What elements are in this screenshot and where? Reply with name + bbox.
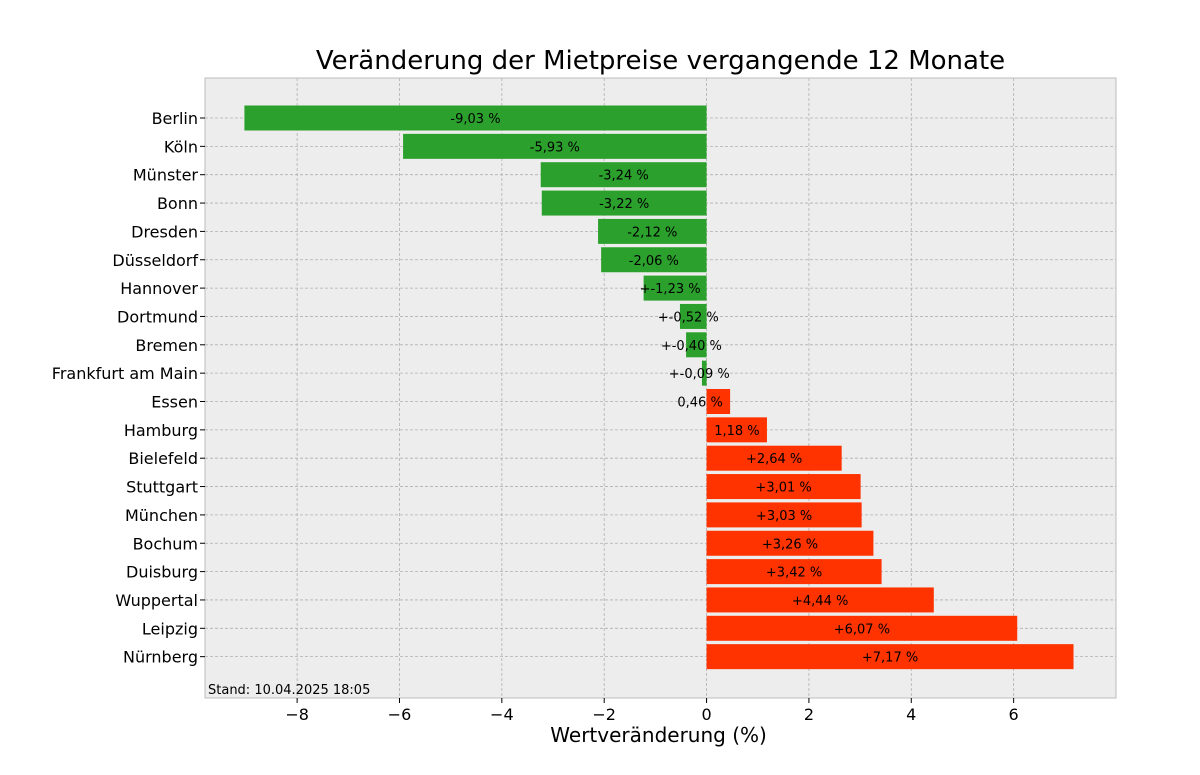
data-labels: -9,03 % -5,93 % -3,24 % -3,22 % -2,12 % -2,06… bbox=[450, 112, 918, 666]
category-label: Hamburg bbox=[124, 421, 198, 440]
data-label: +-0,40 % bbox=[661, 339, 722, 354]
bar bbox=[244, 105, 707, 131]
data-label: +3,42 % bbox=[766, 566, 822, 581]
category-label: Duisburg bbox=[126, 563, 198, 582]
data-label: -3,22 % bbox=[599, 197, 649, 212]
data-label: 0,46 % bbox=[677, 396, 722, 411]
category-label: Frankfurt am Main bbox=[52, 364, 198, 383]
category-label: Bremen bbox=[135, 336, 198, 355]
bar bbox=[706, 474, 861, 500]
bar bbox=[706, 502, 862, 528]
category-label: Köln bbox=[164, 137, 198, 156]
category-label: Düsseldorf bbox=[112, 251, 198, 270]
x-axis-title: Wertveränderung (%) bbox=[550, 723, 767, 747]
data-label: -3,24 % bbox=[599, 169, 649, 184]
category-label: Bochum bbox=[133, 534, 198, 553]
y-axis-labels: Berlin Köln Münster Bonn Dresden Düsseldorf Ha… bbox=[52, 109, 205, 667]
plot-frame bbox=[204, 77, 1117, 699]
category-label: Bonn bbox=[157, 194, 198, 213]
data-label: -5,93 % bbox=[530, 140, 580, 155]
chart-title: Veränderung der Mietpreise vergangende 1… bbox=[316, 46, 1005, 76]
data-label: +4,44 % bbox=[792, 594, 848, 609]
bar bbox=[679, 303, 707, 329]
bar bbox=[706, 445, 842, 471]
category-label: Stuttgart bbox=[126, 478, 198, 497]
category-label: Dortmund bbox=[117, 307, 198, 326]
category-label: Essen bbox=[151, 393, 198, 412]
x-axis-labels: −8 −6 −4 −2 0 2 4 6 bbox=[285, 698, 1019, 724]
bar bbox=[706, 587, 934, 613]
x-tick-label: −8 bbox=[285, 705, 309, 724]
data-label: +7,17 % bbox=[862, 651, 918, 666]
bar bbox=[403, 133, 707, 159]
timestamp-annotation: Stand: 10.04.2025 18:05 bbox=[208, 683, 370, 698]
bar bbox=[706, 615, 1018, 641]
data-label: +3,26 % bbox=[762, 537, 818, 552]
data-label: -2,12 % bbox=[627, 225, 677, 240]
data-label: +-1,23 % bbox=[640, 282, 701, 297]
category-label: Münster bbox=[133, 166, 199, 185]
bar bbox=[701, 360, 707, 386]
category-label: München bbox=[125, 506, 198, 525]
bar bbox=[601, 247, 707, 273]
category-label: Bielefeld bbox=[128, 449, 198, 468]
x-tick-label: 0 bbox=[701, 705, 711, 724]
bar bbox=[541, 190, 707, 216]
category-label: Dresden bbox=[131, 222, 198, 241]
bar bbox=[706, 559, 882, 585]
data-label: -9,03 % bbox=[450, 112, 500, 127]
bar bbox=[706, 417, 767, 443]
category-label: Berlin bbox=[152, 109, 198, 128]
data-label: +-0,52 % bbox=[658, 310, 719, 325]
bar bbox=[540, 162, 707, 188]
category-label: Leipzig bbox=[142, 619, 198, 638]
bar bbox=[706, 644, 1074, 670]
x-tick-label: 4 bbox=[906, 705, 916, 724]
category-label: Wuppertal bbox=[115, 591, 198, 610]
bars bbox=[244, 105, 1074, 670]
data-label: -2,06 % bbox=[629, 254, 679, 269]
bar bbox=[598, 218, 707, 244]
category-label: Hannover bbox=[120, 279, 198, 298]
x-tick-label: −6 bbox=[388, 705, 412, 724]
x-tick-label: 6 bbox=[1009, 705, 1019, 724]
bar bbox=[643, 275, 707, 301]
bar bbox=[706, 530, 874, 556]
data-label: +2,64 % bbox=[746, 452, 802, 467]
category-label: Nürnberg bbox=[123, 648, 198, 667]
data-label: 1,18 % bbox=[714, 424, 759, 439]
x-tick-label: −4 bbox=[490, 705, 514, 724]
x-tick-label: −2 bbox=[592, 705, 616, 724]
bar bbox=[686, 332, 707, 358]
bar bbox=[706, 389, 731, 414]
data-label: +-0,09 % bbox=[669, 367, 730, 382]
data-label: +3,01 % bbox=[755, 481, 811, 496]
data-label: +3,03 % bbox=[756, 509, 812, 524]
x-tick-label: 2 bbox=[804, 705, 814, 724]
data-label: +6,07 % bbox=[834, 622, 890, 637]
